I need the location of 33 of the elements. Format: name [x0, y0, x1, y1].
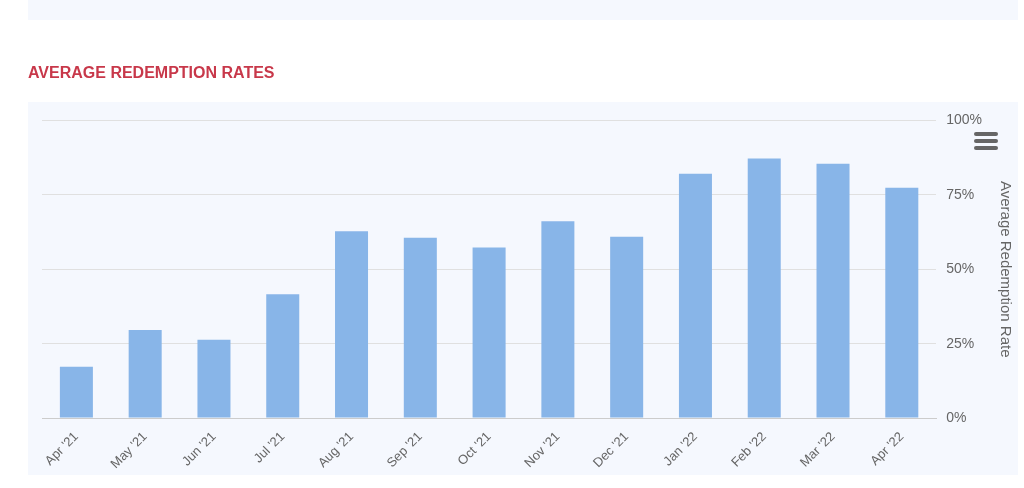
- bar: [816, 163, 850, 418]
- bar: [128, 329, 162, 418]
- y-tick-label: 75%: [946, 185, 975, 202]
- x-tick-label: Nov '21: [521, 428, 563, 471]
- y-tick-label: 50%: [946, 260, 975, 277]
- bar: [59, 366, 93, 418]
- x-tick-label: Aug '21: [314, 428, 357, 471]
- x-tick-label: Sep '21: [383, 428, 425, 471]
- y-tick-label: 0%: [946, 408, 967, 425]
- chart-title: AVERAGE REDEMPTION RATES: [28, 64, 275, 82]
- x-tick-label: Apr '22: [867, 428, 907, 469]
- bar: [266, 294, 300, 418]
- x-tick-label: Apr '21: [41, 428, 82, 469]
- bar: [678, 173, 712, 418]
- bar: [747, 158, 781, 418]
- x-tick-label: Feb '22: [727, 428, 769, 470]
- bar: [472, 247, 506, 418]
- x-tick-label: Jul '21: [250, 428, 288, 466]
- x-tick-label: Oct '21: [454, 428, 494, 469]
- x-tick-label: Mar '22: [796, 428, 838, 470]
- x-tick-label: May '21: [107, 428, 150, 472]
- x-tick-label: Dec '21: [589, 428, 632, 471]
- bar: [541, 221, 575, 418]
- bar: [197, 339, 231, 418]
- bar: [885, 187, 919, 418]
- bar: [403, 237, 437, 418]
- y-axis-title: Average Redemption Rate: [997, 180, 1015, 358]
- y-tick-label: 25%: [946, 334, 975, 351]
- y-tick-label: 100%: [946, 111, 983, 128]
- x-tick-label: Jan '22: [660, 428, 701, 469]
- bar: [335, 231, 369, 418]
- bar: [610, 236, 644, 418]
- x-tick-label: Jun '21: [178, 428, 219, 469]
